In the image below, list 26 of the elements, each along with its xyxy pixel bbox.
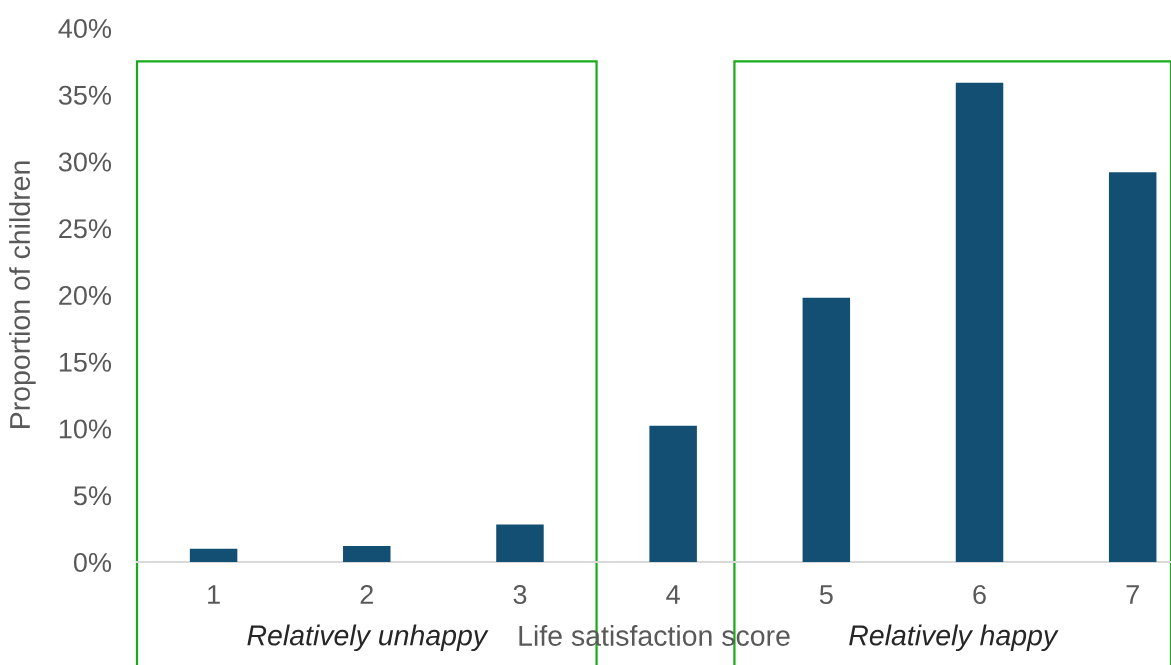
y-tick-label: 25% (59, 219, 112, 239)
bar (1108, 172, 1157, 562)
x-tick-label: 1 (208, 585, 220, 604)
bar (496, 524, 544, 562)
y-tick-label: 40% (58, 18, 112, 39)
bar (343, 545, 391, 562)
y-tick-label: 15% (59, 352, 112, 372)
band-label: Relatively unhappy (247, 624, 489, 652)
x-tick-label: 5 (819, 585, 833, 605)
x-tick-label: 2 (360, 584, 373, 604)
band-label: Relatively happy (849, 624, 1059, 652)
y-tick-label: 0% (73, 552, 112, 573)
bar (189, 548, 238, 562)
y-tick-label: 20% (59, 285, 112, 306)
y-tick-label: 30% (58, 152, 112, 172)
x-tick-label: 4 (666, 585, 680, 604)
y-tick-label: 10% (59, 419, 112, 439)
y-tick-label: 5% (73, 486, 112, 506)
x-tick-label: 7 (1126, 585, 1139, 604)
bar (649, 425, 697, 562)
y-axis-title: Proportion of children (9, 161, 36, 428)
x-tick-label: 6 (973, 584, 986, 605)
bar (802, 297, 851, 562)
bar (955, 82, 1004, 562)
x-tick-label: 3 (513, 584, 527, 605)
y-tick-label: 35% (58, 85, 112, 105)
